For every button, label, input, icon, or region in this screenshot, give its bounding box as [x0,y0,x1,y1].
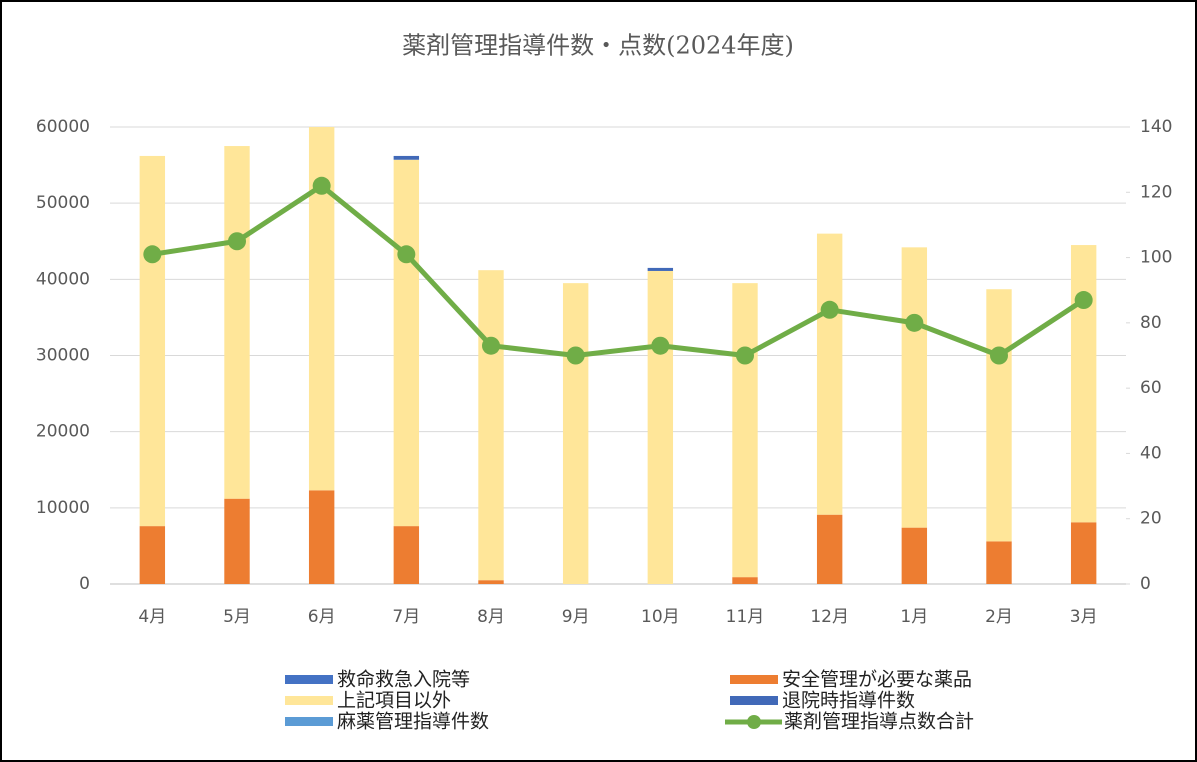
x-tick-label: 5月 [223,607,251,627]
line-marker [651,336,670,355]
y2-tick-label: 40 [1140,443,1162,463]
line-marker [312,176,331,195]
line-series [151,183,1086,358]
y-tick-label: 20000 [36,422,90,442]
bar [393,526,420,584]
bar [986,541,1012,584]
bar [1070,522,1097,584]
y2-tick-label: 0 [1140,574,1151,594]
x-tick-label: 9月 [562,607,590,627]
y2-tick-label: 20 [1140,509,1162,529]
y2-tick-label: 60 [1140,378,1162,398]
bar [139,155,166,527]
bar [393,159,420,527]
x-tick-label: 2月 [985,607,1013,627]
y-tick-label: 0 [79,574,90,594]
bar [562,283,589,584]
x-tick-label: 11月 [726,607,765,627]
line-marker [397,245,416,264]
legend-label: 退院時指導件数 [782,690,915,712]
bar [901,527,928,584]
legend-swatch [285,717,333,726]
x-tick-label: 1月 [900,607,928,627]
bar [478,580,504,584]
legend-label: 救命救急入院等 [337,669,470,691]
x-tick-label: 7月 [392,607,420,627]
x-tick-label: 3月 [1070,607,1098,627]
bar [901,247,928,528]
y-tick-label: 40000 [36,269,90,289]
y-tick-label: 60000 [36,117,90,137]
bar [732,283,758,578]
bar [224,146,250,499]
x-tick-label: 4月 [138,607,166,627]
legend-swatch [730,696,778,705]
y2-tick-label: 100 [1140,248,1172,268]
bar [816,514,843,584]
line-marker [990,346,1008,365]
y2-tick-label: 140 [1140,117,1172,137]
x-tick-label: 12月 [810,607,849,627]
x-tick-label: 8月 [477,607,505,627]
bar [308,490,335,584]
line-marker [566,346,585,365]
y-tick-label: 30000 [36,346,90,366]
y2-tick-label: 80 [1140,313,1162,333]
bar [393,155,420,160]
line-marker [482,336,500,355]
bar [816,233,843,515]
bar [224,498,250,584]
line-marker [1074,291,1093,310]
line-marker [143,245,162,264]
bar [647,270,674,584]
legend-label: 麻薬管理指導件数 [337,711,489,733]
y-tick-label: 50000 [36,193,90,213]
line-marker [820,300,839,319]
line-marker [905,313,924,332]
bar [986,289,1012,542]
bar [478,270,504,581]
y2-tick-label: 120 [1140,182,1172,202]
legend-label: 安全管理が必要な薬品 [782,669,972,691]
legend-label: 上記項目以外 [337,690,451,712]
bar [139,526,166,584]
legend-swatch [285,696,333,705]
legend-swatch [747,715,761,729]
line-marker [228,232,246,251]
legend-swatch [285,675,333,684]
bar [647,267,674,271]
bar [1070,245,1097,523]
x-tick-label: 6月 [308,607,336,627]
legend-swatch [730,675,778,684]
x-tick-label: 10月 [641,607,680,627]
chart-title: 薬剤管理指導件数・点数(2024年度) [402,32,794,60]
legend-label: 薬剤管理指導点数合計 [784,711,974,733]
bar [732,577,758,584]
y-tick-label: 10000 [36,498,90,518]
line-marker [736,346,754,365]
